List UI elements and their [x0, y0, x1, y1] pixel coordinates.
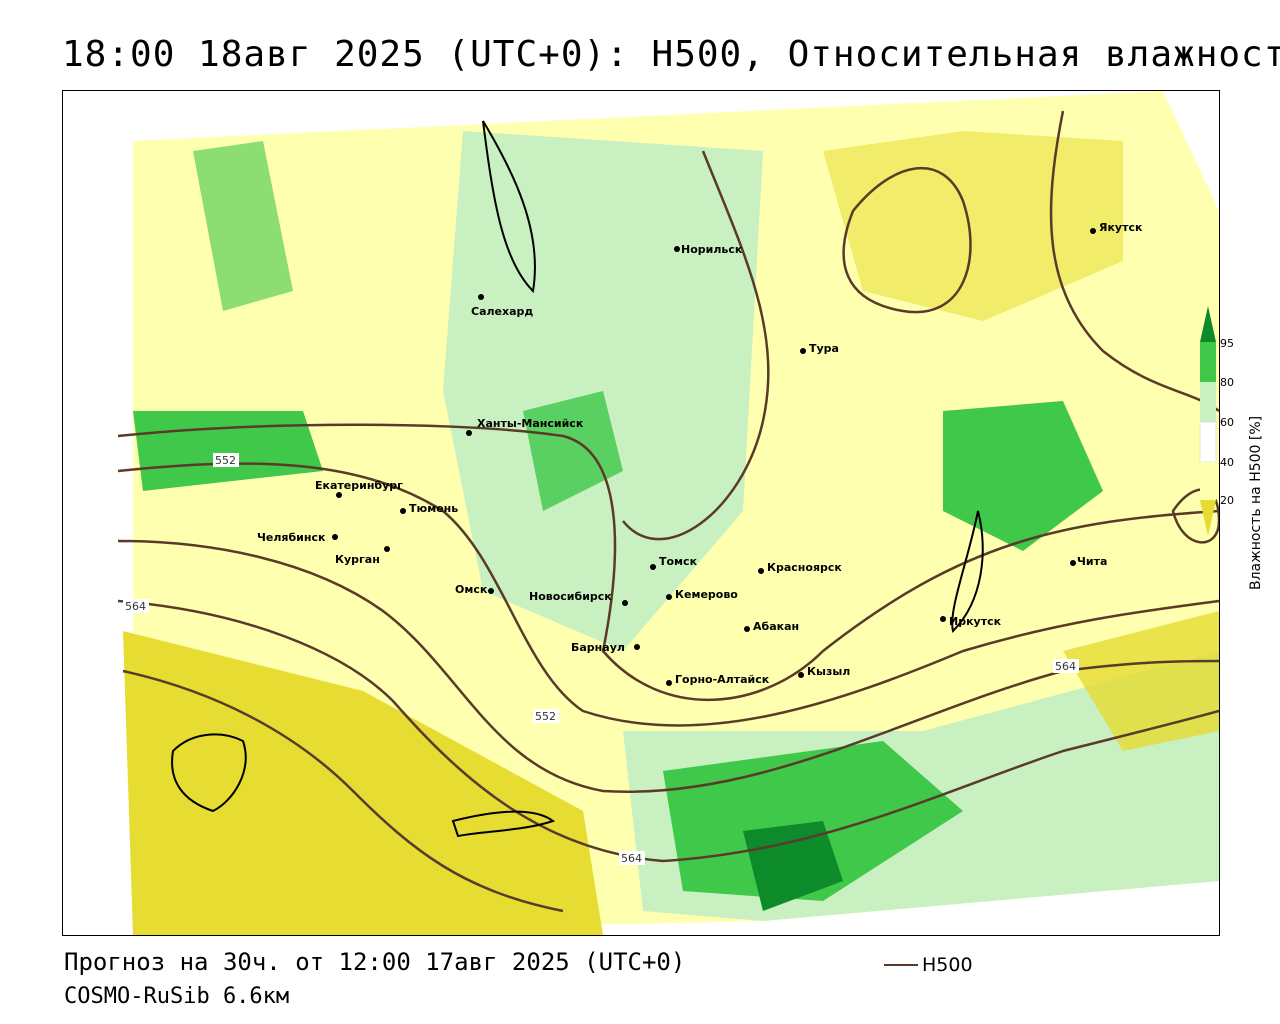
h500-line-legend-label: H500: [922, 954, 973, 976]
city-dot-omsk: [488, 588, 494, 594]
city-dot-yakutsk: [1090, 228, 1096, 234]
colorbar-bottom-arrow: [1200, 500, 1216, 536]
city-dot-tyumen: [400, 508, 406, 514]
colorbar-title-text: Влажность на H500 [%]: [1248, 415, 1264, 590]
colorbar-segment-20-40: [1200, 462, 1216, 500]
city-dot-yekaterinburg: [336, 492, 342, 498]
city-label-krasnoyarsk: Красноярск: [767, 561, 842, 574]
city-label-chita: Чита: [1077, 555, 1107, 568]
h500-closed-high: [842, 166, 972, 314]
h500-isoline-north: [622, 150, 770, 541]
contour-label: 564: [1055, 660, 1076, 673]
city-label-khanty-mansiysk: Ханты-Мансийск: [477, 417, 584, 430]
forecast-map: 552 564 552 564 564 Норильск Якутск Сале…: [62, 90, 1220, 936]
contour-label-bg: [123, 599, 149, 613]
city-label-norilsk: Норильск: [681, 243, 743, 256]
humidity-field-dark-green-south: [743, 821, 843, 911]
humidity-field-dark-yellow-ne: [823, 131, 1123, 321]
aral-sea-outline: [451, 810, 556, 838]
city-label-kemerovo: Кемерово: [675, 588, 738, 601]
contour-label: 552: [535, 710, 556, 723]
city-dot-khanty-mansiysk: [466, 430, 472, 436]
city-dot-barnaul: [634, 644, 640, 650]
humidity-field-green-northwest: [193, 141, 293, 311]
humidity-field-dark-yellow-sw: [123, 631, 603, 935]
city-label-gorno-altaysk: Горно-Алтайск: [675, 673, 770, 686]
city-label-abakan: Абакан: [753, 620, 799, 633]
forecast-info: Прогноз на 30ч. от 12:00 17авг 2025 (UTC…: [64, 948, 686, 976]
city-dot-chita: [1070, 560, 1076, 566]
city-dot-novosibirsk: [622, 600, 628, 606]
city-dot-norilsk: [674, 246, 680, 252]
humidity-field-green-east: [943, 401, 1103, 551]
h500-isoline: [122, 669, 564, 913]
city-label-kurgan: Курган: [335, 553, 380, 566]
contour-label-bg: [533, 709, 559, 723]
page-title: 18:00 18авг 2025 (UTC+0): H500, Относите…: [62, 34, 1280, 75]
city-dot-gorno-altaysk: [666, 680, 672, 686]
caspian-sea-outline: [171, 733, 247, 813]
h500-isoline: [117, 462, 1219, 727]
humidity-colorbar: [1199, 306, 1217, 536]
h500-line-legend-swatch: [884, 964, 918, 966]
baikal-outline: [951, 510, 984, 633]
city-label-chelyabinsk: Челябинск: [257, 531, 326, 544]
city-label-barnaul: Барнаул: [571, 641, 625, 654]
colorbar-tick: 60: [1220, 416, 1234, 429]
contour-labels: 552 564 552 564 564: [123, 453, 1079, 865]
colorbar-segment-80-95: [1200, 342, 1216, 382]
city-dot-krasnoyarsk: [758, 568, 764, 574]
h500-isoline: [117, 599, 1219, 863]
city-label-tura: Тура: [809, 342, 839, 355]
map-canvas: 552 564 552 564 564 Норильск Якутск Сале…: [117, 91, 1219, 935]
city-label-kyzyl: Кызыл: [807, 665, 850, 678]
city-markers: Норильск Якутск Салехард Тура Ханты-Манс…: [257, 221, 1143, 686]
colorbar-top-arrow: [1200, 306, 1216, 342]
humidity-field-green-khanty: [523, 391, 623, 511]
city-dot-kyzyl: [798, 672, 804, 678]
city-label-tomsk: Томск: [659, 555, 698, 568]
humidity-field-green-south: [663, 741, 963, 901]
colorbar-title: Влажность на H500 [%]: [1248, 350, 1272, 590]
city-dot-abakan: [744, 626, 750, 632]
model-name: COSMO-RuSib 6.6км: [64, 984, 290, 1009]
h500-isoline-northeast: [1049, 110, 1219, 412]
h500-closed-contour-east: [1171, 488, 1219, 544]
contour-label-bg: [619, 851, 645, 865]
city-label-yakutsk: Якутск: [1099, 221, 1143, 234]
city-label-yekaterinburg: Екатеринбург: [315, 479, 403, 492]
city-dot-kurgan: [384, 546, 390, 552]
city-dot-salekhard: [478, 294, 484, 300]
coastlines: [171, 120, 984, 838]
h500-isoline: [117, 423, 1219, 702]
city-label-tyumen: Тюмень: [409, 502, 458, 515]
city-dot-irkutsk: [940, 616, 946, 622]
colorbar-segment-60-80: [1200, 382, 1216, 422]
city-dot-chelyabinsk: [332, 534, 338, 540]
yamal-outline: [482, 120, 536, 294]
colorbar-tick: 20: [1220, 494, 1234, 507]
colorbar-segment-40-60: [1199, 421, 1217, 463]
contour-label: 564: [125, 600, 146, 613]
city-dot-kemerovo: [666, 594, 672, 600]
city-dot-tomsk: [650, 564, 656, 570]
city-label-omsk: Омск: [455, 583, 488, 596]
city-dot-tura: [800, 348, 806, 354]
colorbar-tick: 80: [1220, 376, 1234, 389]
city-label-irkutsk: Иркутск: [949, 615, 1002, 628]
colorbar-tick: 95: [1220, 337, 1234, 350]
contour-label: 552: [215, 454, 236, 467]
contour-label-bg: [213, 453, 239, 467]
city-label-salekhard: Салехард: [471, 305, 533, 318]
humidity-field-dark-yellow-east: [1063, 611, 1219, 751]
contour-label-bg: [1053, 659, 1079, 673]
colorbar-tick: 40: [1220, 456, 1234, 469]
city-label-novosibirsk: Новосибирск: [529, 590, 612, 603]
contour-label: 564: [621, 852, 642, 865]
